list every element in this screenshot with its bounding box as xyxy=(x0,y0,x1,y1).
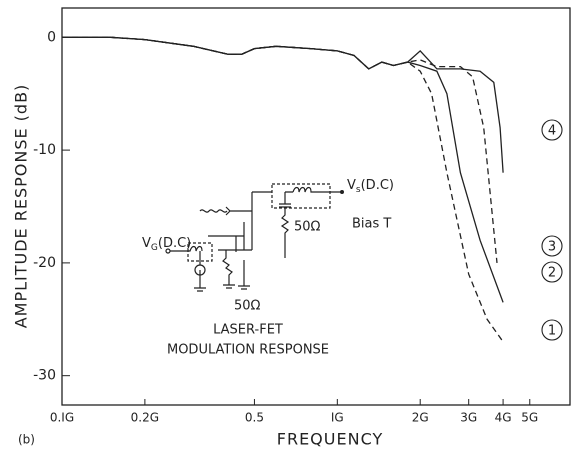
circuit-inset: Vs(D.C) VG(D.C) 50Ω 50Ω Bias T LASER-FET… xyxy=(142,178,394,358)
legend-marker xyxy=(541,261,563,283)
legend-marker xyxy=(541,235,563,257)
annotation: Bias T xyxy=(352,217,391,232)
resistor xyxy=(279,192,291,258)
caption: LASER-FET xyxy=(213,323,283,338)
terminal xyxy=(340,190,344,194)
terminal xyxy=(165,248,171,254)
y-tick-label: -10 xyxy=(33,142,56,158)
annotation: 50Ω xyxy=(294,220,321,235)
legend-label: 1 xyxy=(548,324,556,339)
x-tick-label: 0.2G xyxy=(131,411,159,425)
y-tick-label: -20 xyxy=(33,255,56,271)
gate-box xyxy=(187,242,213,262)
y-tick-label: 0 xyxy=(47,29,56,45)
x-tick-label: 0.IG xyxy=(50,411,74,425)
annotation: Vs(D.C) xyxy=(347,178,394,195)
x-tick-label: 4G xyxy=(495,411,512,425)
plot-frame xyxy=(61,7,571,406)
x-tick-label: IG xyxy=(331,411,344,425)
series-line xyxy=(62,36,504,343)
series-line xyxy=(62,36,504,303)
source xyxy=(194,264,206,276)
y-tick-label: -30 xyxy=(33,368,56,384)
legend-label: 4 xyxy=(548,124,556,139)
x-tick-label: 0.5 xyxy=(245,411,264,425)
inductor xyxy=(285,186,341,193)
gate-network xyxy=(170,245,250,292)
x-tick-label: 3G xyxy=(460,411,477,425)
fet xyxy=(199,191,272,252)
legend-marker xyxy=(541,319,563,341)
legend-marker xyxy=(541,119,563,141)
annotation: 50Ω xyxy=(234,299,261,314)
y-axis-label: AMPLITUDE RESPONSE (dB) xyxy=(12,84,31,329)
x-tick-label: 5G xyxy=(521,411,538,425)
series-line xyxy=(62,36,504,173)
caption: MODULATION RESPONSE xyxy=(167,343,329,358)
bias-tee-box xyxy=(271,183,331,209)
annotation: VG(D.C) xyxy=(142,236,191,253)
legend-label: 3 xyxy=(548,240,556,255)
x-tick-label: 2G xyxy=(412,411,429,425)
legend-label: 2 xyxy=(548,266,556,281)
series-line xyxy=(62,36,498,263)
panel-label: (b) xyxy=(18,433,35,447)
x-axis-label: FREQUENCY xyxy=(277,430,383,449)
